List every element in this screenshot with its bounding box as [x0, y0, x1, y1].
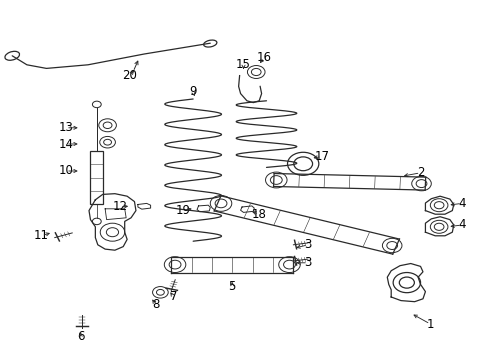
Text: 6: 6 — [77, 330, 84, 343]
Text: 4: 4 — [457, 219, 465, 231]
Text: 2: 2 — [416, 166, 424, 179]
Text: 3: 3 — [304, 238, 311, 251]
Text: 19: 19 — [176, 204, 190, 217]
Bar — [90, 151, 103, 204]
Text: 20: 20 — [122, 69, 137, 82]
Text: 13: 13 — [59, 121, 73, 134]
Text: 5: 5 — [228, 280, 236, 293]
Text: 14: 14 — [59, 138, 73, 150]
Text: 7: 7 — [169, 291, 177, 303]
Text: 16: 16 — [256, 51, 271, 64]
Text: 15: 15 — [236, 58, 250, 71]
Text: 3: 3 — [304, 256, 311, 269]
Text: 4: 4 — [457, 197, 465, 210]
Text: 1: 1 — [426, 318, 433, 330]
Text: 9: 9 — [189, 85, 197, 98]
Text: 10: 10 — [59, 165, 73, 177]
Text: 12: 12 — [112, 201, 127, 213]
Text: 8: 8 — [151, 298, 159, 311]
Text: 17: 17 — [314, 150, 328, 163]
Text: 11: 11 — [34, 229, 49, 242]
Text: 18: 18 — [251, 208, 266, 221]
